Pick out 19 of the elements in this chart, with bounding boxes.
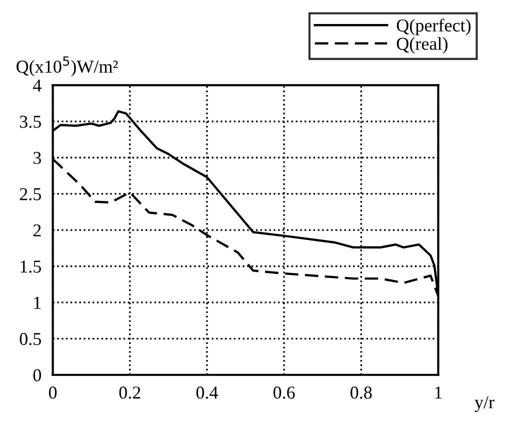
y-tick-label: 2.5 bbox=[20, 188, 41, 200]
x-tick-label: 0.8 bbox=[350, 386, 372, 399]
legend-label: Q(real) bbox=[396, 37, 448, 54]
x-tick-label: 0.4 bbox=[196, 386, 218, 399]
y-tick-label: 4 bbox=[33, 80, 42, 92]
legend-label: Q(perfect) bbox=[396, 18, 471, 36]
y-tick-label: 1 bbox=[34, 296, 41, 309]
y-tick-label: 0.5 bbox=[20, 332, 41, 346]
y-tick-label: 1.5 bbox=[20, 260, 41, 273]
y-tick-label: 3.5 bbox=[20, 116, 41, 128]
x-tick-label: 1 bbox=[435, 386, 442, 399]
x-tick-label: 0.2 bbox=[119, 386, 140, 399]
y-tick-label: 3 bbox=[34, 152, 41, 164]
y-axis-title: Q(x10$^{5}$)W/m² bbox=[16, 56, 118, 76]
y-tick-label: 2 bbox=[33, 224, 41, 236]
x-tick-label: 0.6 bbox=[273, 386, 295, 399]
y-tick-label: 0 bbox=[33, 369, 41, 382]
x-axis-title: y/r bbox=[474, 396, 494, 412]
x-tick-label: 0 bbox=[48, 386, 57, 399]
